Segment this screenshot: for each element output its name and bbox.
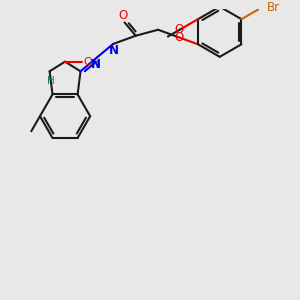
Text: N: N: [109, 44, 119, 57]
Text: H: H: [47, 76, 55, 86]
Text: O: O: [83, 57, 92, 67]
Text: O: O: [174, 23, 184, 36]
Text: Br: Br: [267, 1, 280, 14]
Text: N: N: [91, 58, 101, 71]
Text: H: H: [91, 59, 99, 70]
Text: O: O: [118, 9, 127, 22]
Text: O: O: [175, 31, 184, 44]
